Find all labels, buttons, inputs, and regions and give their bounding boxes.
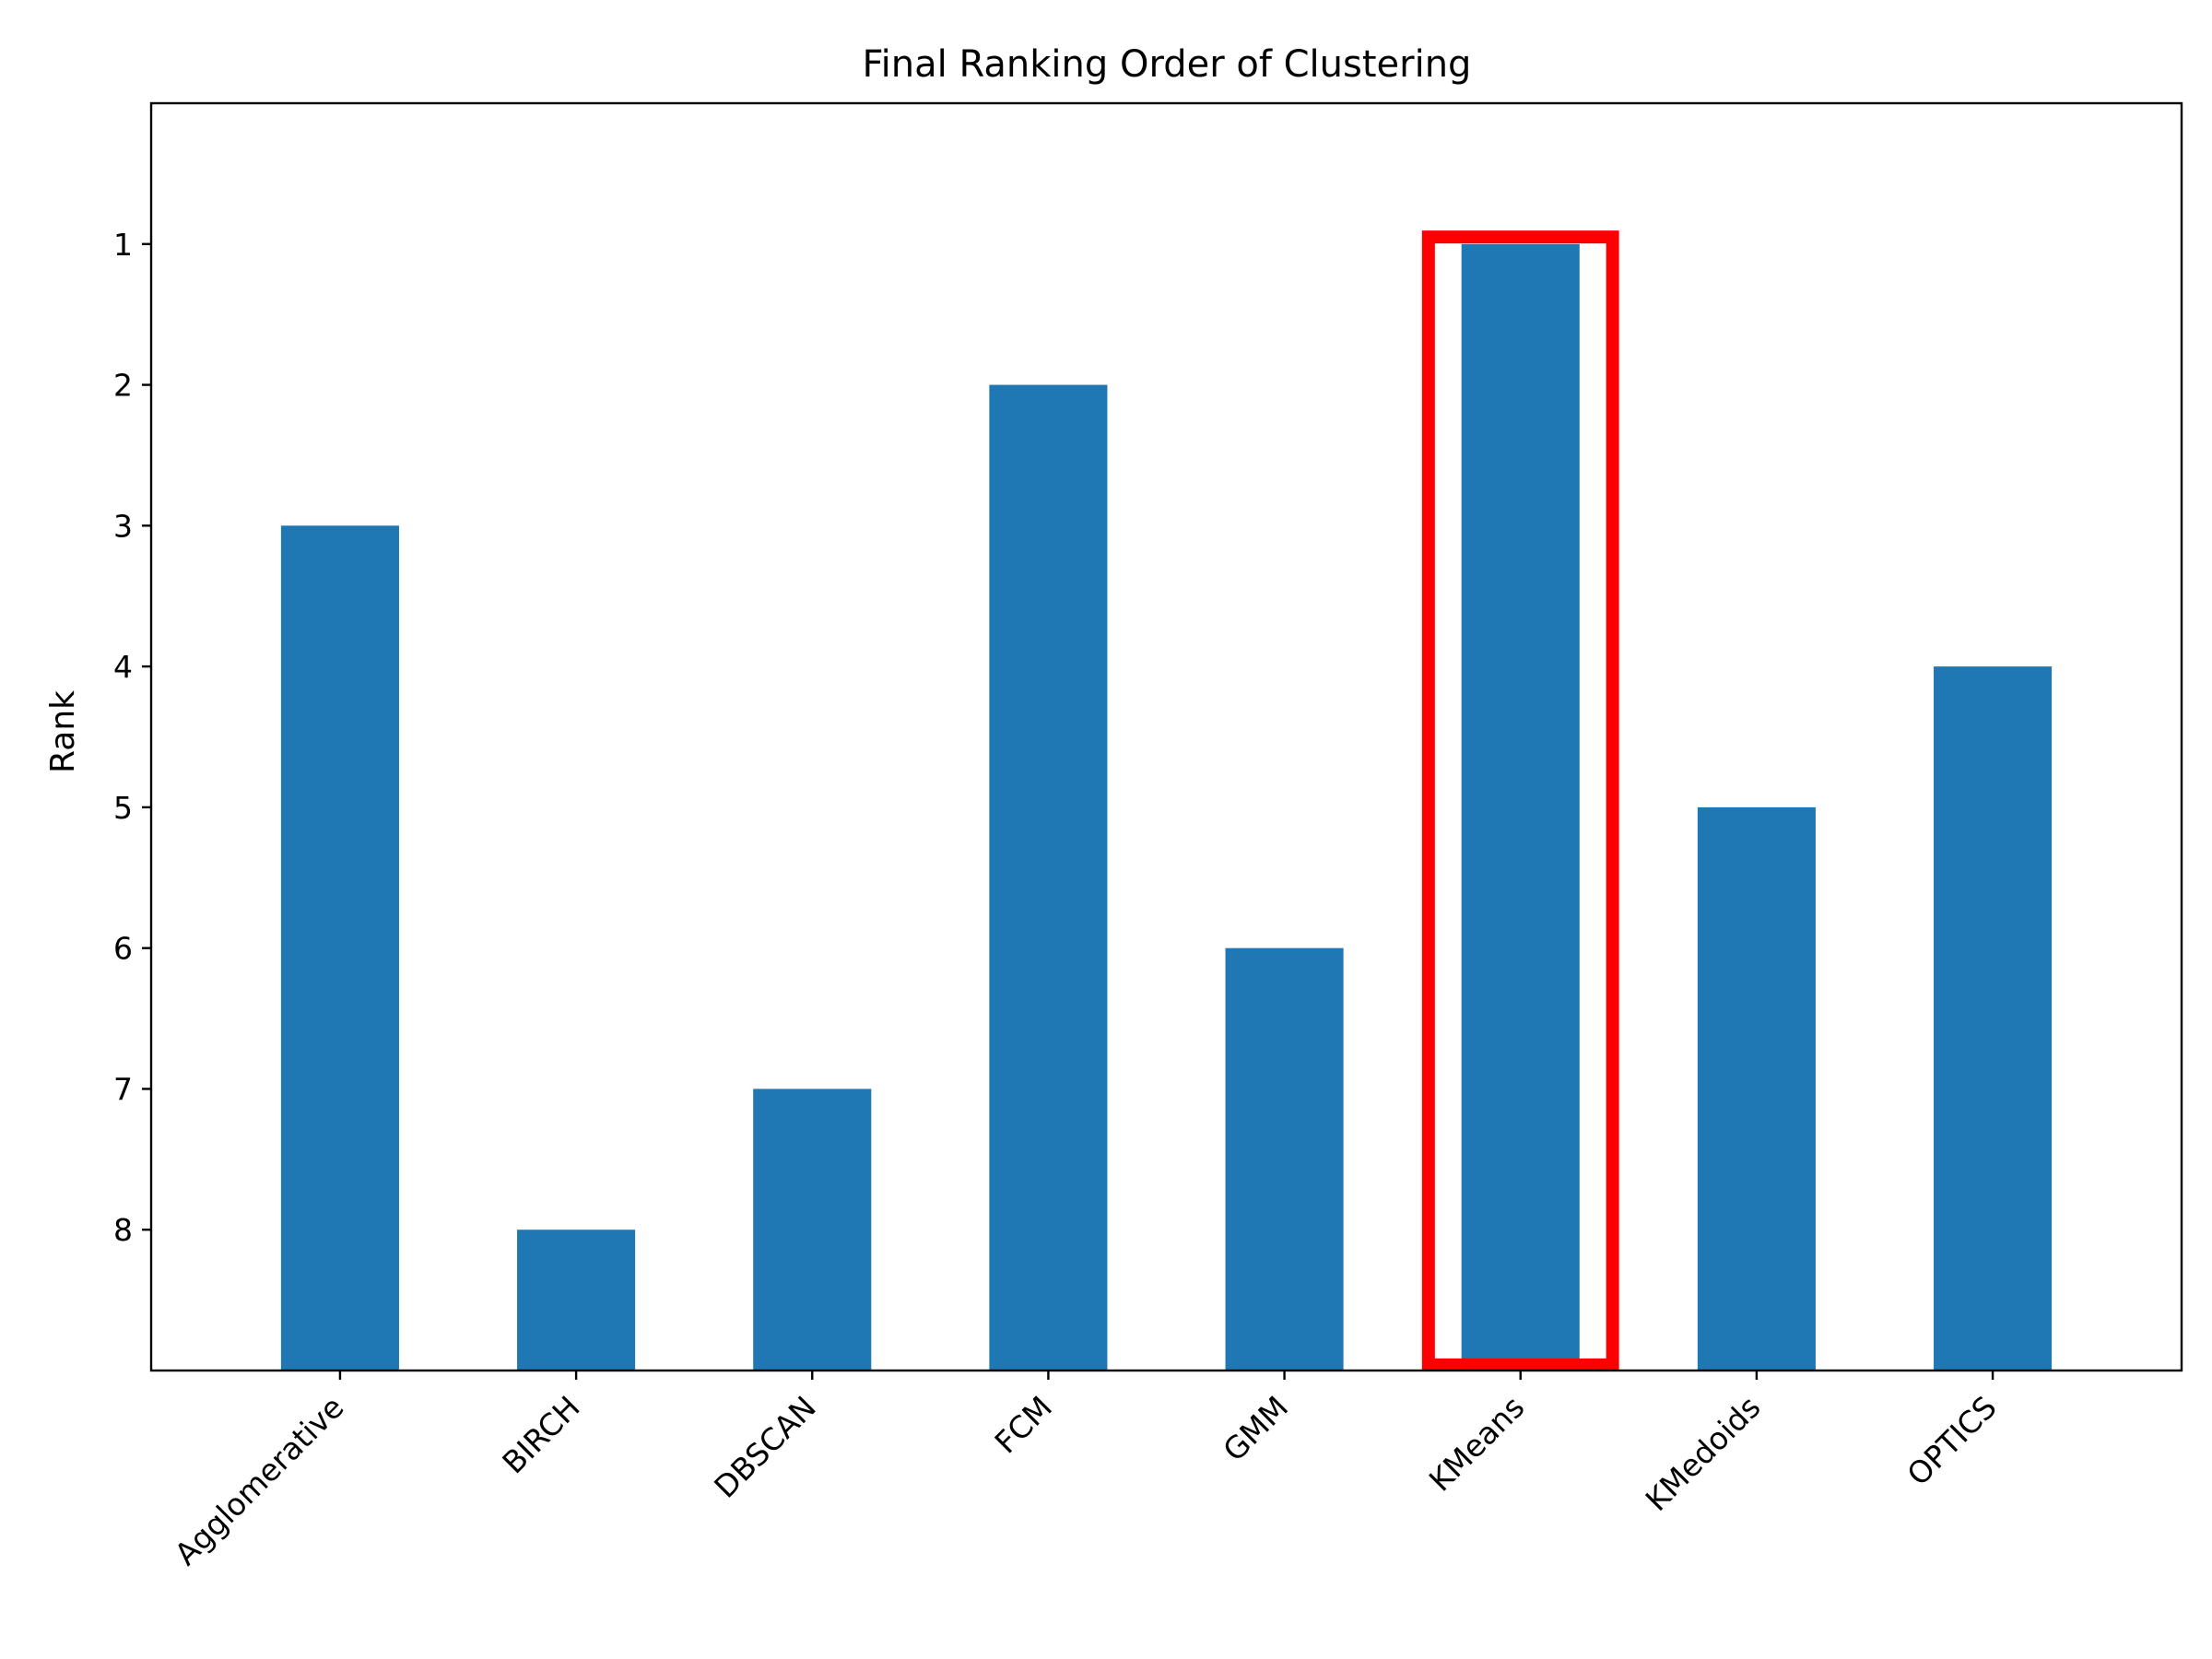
y-tick-label-1: 1 [113, 227, 133, 263]
y-tick-label-5: 5 [113, 790, 133, 826]
y-axis-label: Rank [44, 690, 82, 773]
y-tick-label-2: 2 [113, 368, 133, 404]
chart-title: Final Ranking Order of Clustering [863, 43, 1472, 86]
bar-kmeans [1461, 243, 1580, 1371]
highlight-box-kmeans [1421, 230, 1619, 1371]
y-axis-ticks: 1 2 3 4 5 6 7 8 [113, 227, 151, 1248]
bar-kmedoids [1697, 806, 1816, 1371]
bar-dbscan [753, 1088, 872, 1371]
bar-optics [1934, 666, 2053, 1371]
bars-layer [280, 243, 2053, 1371]
bar-birch [517, 1230, 636, 1371]
plot-frame [149, 101, 2183, 1372]
bar-fcm [989, 384, 1108, 1371]
y-tick-label-4: 4 [113, 649, 133, 685]
highlight-layer [1421, 230, 1619, 1371]
y-tick-label-3: 3 [113, 508, 133, 544]
y-tick-label-6: 6 [113, 931, 133, 967]
bar-gmm [1225, 947, 1344, 1371]
y-tick-label-8: 8 [113, 1212, 133, 1248]
y-tick-label-7: 7 [113, 1071, 133, 1107]
bar-agglomerative [280, 525, 399, 1371]
